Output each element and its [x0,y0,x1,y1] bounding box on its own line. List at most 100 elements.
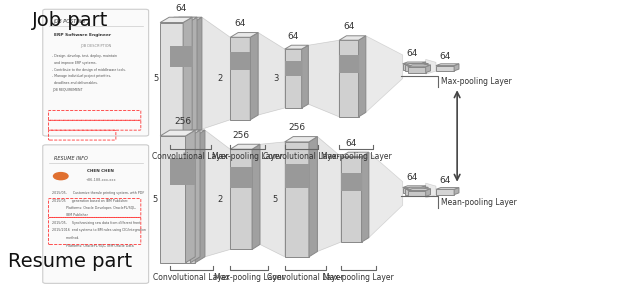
Text: 5: 5 [272,195,278,204]
Text: Convolutional Layer: Convolutional Layer [263,152,340,161]
Text: 256: 256 [288,123,305,132]
Polygon shape [190,130,200,263]
Polygon shape [193,17,202,134]
Polygon shape [202,17,230,129]
Text: 64: 64 [346,139,357,148]
Text: 2015/05      generation based on IBM Publisher.: 2015/05 generation based on IBM Publishe… [52,198,128,203]
Polygon shape [405,63,428,65]
Text: JOB REQUIREMENT: JOB REQUIREMENT [52,88,83,92]
Polygon shape [160,130,195,136]
Polygon shape [362,152,369,242]
Text: deadlines and deliverables.: deadlines and deliverables. [52,81,98,85]
Text: 2: 2 [218,74,223,83]
Polygon shape [285,164,309,187]
Text: 256: 256 [232,131,250,140]
Text: 64: 64 [406,173,417,182]
Polygon shape [408,190,426,196]
Polygon shape [230,32,258,37]
Polygon shape [186,130,195,263]
Text: 64: 64 [343,22,355,31]
Polygon shape [160,17,192,23]
Text: Platforms: Oracle Developer, OraclePL/SQL,: Platforms: Oracle Developer, OraclePL/SQ… [52,206,136,210]
Polygon shape [339,55,358,73]
Polygon shape [160,23,183,134]
Polygon shape [170,158,195,185]
Text: - Contribute to the design of middleware tools.: - Contribute to the design of middleware… [52,68,126,72]
Polygon shape [369,152,403,238]
Text: Job part: Job part [32,11,108,30]
Polygon shape [285,45,308,49]
Polygon shape [317,136,341,252]
Text: 2: 2 [218,195,223,204]
Polygon shape [436,187,459,189]
Polygon shape [403,187,421,193]
Text: 2015/2016  end systems to BM rules using CIC/integration: 2015/2016 end systems to BM rules using … [52,228,146,232]
Polygon shape [366,36,403,112]
Text: Max-pooling Layer: Max-pooling Layer [441,77,511,86]
Polygon shape [195,130,205,263]
Polygon shape [341,173,362,190]
Polygon shape [252,144,260,249]
Polygon shape [183,17,192,134]
Polygon shape [230,149,252,249]
Text: 3: 3 [273,74,278,83]
Polygon shape [165,17,197,23]
Polygon shape [436,189,454,195]
Text: RESUME INFO: RESUME INFO [54,156,88,161]
FancyBboxPatch shape [43,145,148,283]
Polygon shape [423,187,428,195]
Polygon shape [423,63,428,71]
Polygon shape [285,142,309,257]
Text: +86-188-xxx-xxx: +86-188-xxx-xxx [85,178,116,182]
Polygon shape [230,52,250,70]
Polygon shape [426,65,431,73]
Polygon shape [408,65,431,67]
Text: CHEN CHEN: CHEN CHEN [87,169,114,173]
Polygon shape [205,130,230,257]
Polygon shape [454,64,459,71]
Text: 64: 64 [235,19,246,28]
Text: Max-pooling Layer: Max-pooling Layer [321,152,392,161]
Polygon shape [285,136,317,142]
Polygon shape [250,32,258,120]
Circle shape [54,173,68,180]
Text: 64: 64 [175,4,187,13]
Polygon shape [230,167,252,187]
Text: - Design, develop, test, deploy, maintain: - Design, develop, test, deploy, maintai… [52,54,116,58]
Text: ERP Software Engineer: ERP Software Engineer [54,33,111,37]
Polygon shape [403,64,421,70]
Polygon shape [339,40,358,117]
Polygon shape [170,23,193,134]
Text: 2015/05-     Synchronizing raw data from different front: 2015/05- Synchronizing raw data from dif… [52,221,140,225]
Polygon shape [170,17,202,23]
Text: Mean-pooling Layer: Mean-pooling Layer [441,198,516,207]
Polygon shape [170,130,205,136]
Text: 64: 64 [439,176,451,185]
Text: Platforms: OraclePL/SQL, IBM Oracle Data: Platforms: OraclePL/SQL, IBM Oracle Data [52,243,133,247]
Text: JOB POSTING: JOB POSTING [54,19,86,24]
Polygon shape [230,37,250,120]
Polygon shape [301,45,308,108]
Polygon shape [165,23,188,134]
Polygon shape [426,183,436,198]
Polygon shape [403,62,426,64]
Text: IBM Publisher: IBM Publisher [52,213,88,218]
Text: JOB DESCRIPTION: JOB DESCRIPTION [80,44,111,48]
Polygon shape [408,189,431,190]
Polygon shape [308,40,339,117]
Polygon shape [258,32,285,115]
Text: Max-pooling Layer: Max-pooling Layer [323,273,394,282]
Polygon shape [170,136,195,263]
Polygon shape [339,36,366,40]
Text: method.: method. [52,236,79,240]
Polygon shape [170,46,193,67]
Text: 64: 64 [439,52,451,61]
Text: 2015/05-      Customize therule printing system, with PDF: 2015/05- Customize therule printing syst… [52,191,144,195]
Text: Resume part: Resume part [8,252,132,271]
Polygon shape [408,67,426,73]
Text: 256: 256 [174,117,191,126]
Polygon shape [188,17,197,134]
Polygon shape [426,59,436,74]
Polygon shape [421,62,426,70]
Polygon shape [403,186,426,187]
